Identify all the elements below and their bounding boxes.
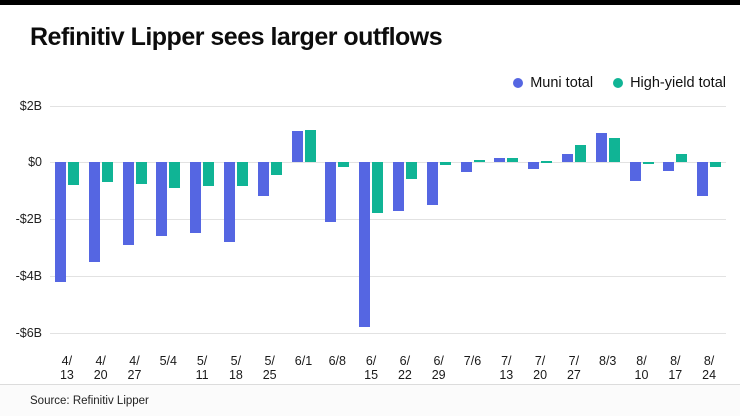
y-axis-label: $2B xyxy=(19,98,42,113)
bar-muni xyxy=(663,162,675,171)
bar-high-yield xyxy=(439,162,451,166)
bar-high-yield xyxy=(676,153,688,163)
bar-high-yield xyxy=(135,162,147,184)
bar-muni xyxy=(629,162,641,181)
x-axis-label: 7/6 xyxy=(463,354,482,368)
footer: Source: Refinitiv Lipper xyxy=(0,384,740,416)
bar-muni xyxy=(595,132,607,163)
bar-high-yield xyxy=(507,158,519,163)
bar-muni xyxy=(359,162,371,328)
bar-muni xyxy=(460,162,472,173)
bar-high-yield xyxy=(642,162,654,165)
bar-muni xyxy=(223,162,235,242)
y-axis-label: -$4B xyxy=(15,269,42,283)
bar-muni xyxy=(494,158,506,163)
source-note: Source: Refinitiv Lipper xyxy=(30,394,149,407)
x-axis-label: 6/ 29 xyxy=(431,354,446,382)
bar-high-yield xyxy=(608,138,620,163)
bar-high-yield xyxy=(236,162,248,187)
plot-area: 4/ 13 4/ 20 4/ 27 5/4 5/ 11 5/ 18 5/ 25 6/1 6/8 6… xyxy=(50,97,726,382)
bar-high-yield xyxy=(304,129,316,163)
gridline xyxy=(50,162,726,164)
x-axis-label: 6/ 15 xyxy=(364,354,379,382)
bar-high-yield xyxy=(270,162,282,176)
bar-high-yield xyxy=(372,162,384,214)
bar-muni xyxy=(561,153,573,163)
bar-high-yield xyxy=(473,159,485,163)
gridline xyxy=(50,105,726,107)
bar-muni xyxy=(426,162,438,205)
gridline xyxy=(50,332,726,334)
bar-muni xyxy=(392,162,404,211)
bar-muni xyxy=(325,162,337,222)
x-axis-label: 8/ 17 xyxy=(668,354,683,382)
legend-item-muni: Muni total xyxy=(513,75,593,91)
high-yield-series-dot-icon xyxy=(613,78,624,88)
bar-high-yield xyxy=(67,162,79,185)
bar-high-yield xyxy=(574,145,586,163)
bar-high-yield xyxy=(405,162,417,180)
gridline xyxy=(50,219,726,221)
bar-high-yield xyxy=(101,162,113,183)
bar-muni xyxy=(156,162,168,237)
bar-muni xyxy=(528,162,540,170)
bar-muni xyxy=(122,162,134,245)
x-axis-label: 6/1 xyxy=(294,354,313,368)
bar-high-yield xyxy=(203,162,215,187)
bar-muni xyxy=(257,162,269,197)
bar-muni xyxy=(54,162,66,282)
x-axis-label: 4/ 27 xyxy=(127,354,142,382)
x-axis-label: 6/8 xyxy=(328,354,346,368)
x-axis-label: 4/ 20 xyxy=(93,354,108,382)
legend-label-muni: Muni total xyxy=(530,75,594,91)
bar-high-yield xyxy=(541,160,553,163)
x-axis-label: 7/ 20 xyxy=(533,354,548,382)
y-axis-label: $0 xyxy=(28,155,42,170)
bar-muni xyxy=(88,162,100,262)
chart-title: Refinitiv Lipper sees larger outflows xyxy=(30,23,443,51)
x-axis-label: 5/ 25 xyxy=(262,354,277,382)
x-axis-label: 8/ 10 xyxy=(634,354,649,382)
bar-high-yield xyxy=(338,162,350,167)
gridline xyxy=(50,276,726,277)
x-axis-label: 4/ 13 xyxy=(59,354,74,382)
x-axis-label: 5/ 18 xyxy=(228,354,243,382)
muni-series-dot-icon xyxy=(513,78,524,88)
x-axis-label: 6/ 22 xyxy=(397,354,412,382)
legend-item-high-yield: High-yield total xyxy=(613,75,726,91)
x-axis-label: 8/ 24 xyxy=(702,354,717,382)
x-axis-label: 5/ 11 xyxy=(195,354,209,382)
y-axis-label: -$6B xyxy=(15,325,42,340)
bar-high-yield xyxy=(710,162,722,167)
bar-muni xyxy=(190,162,202,234)
x-axis-label: 8/3 xyxy=(599,354,617,368)
x-axis-label: 7/ 13 xyxy=(499,354,514,382)
x-axis-label: 5/4 xyxy=(159,354,177,368)
bar-muni xyxy=(291,131,303,163)
bar-muni xyxy=(697,162,709,197)
x-axis-label: 7/ 27 xyxy=(566,354,581,382)
bar-high-yield xyxy=(169,162,181,188)
legend-label-high-yield: High-yield total xyxy=(630,75,726,91)
y-axis-label: -$2B xyxy=(15,212,42,227)
y-axis: $2B $0 -$2B -$4B -$6B xyxy=(0,97,42,347)
legend: Muni total High-yield total xyxy=(513,75,726,91)
